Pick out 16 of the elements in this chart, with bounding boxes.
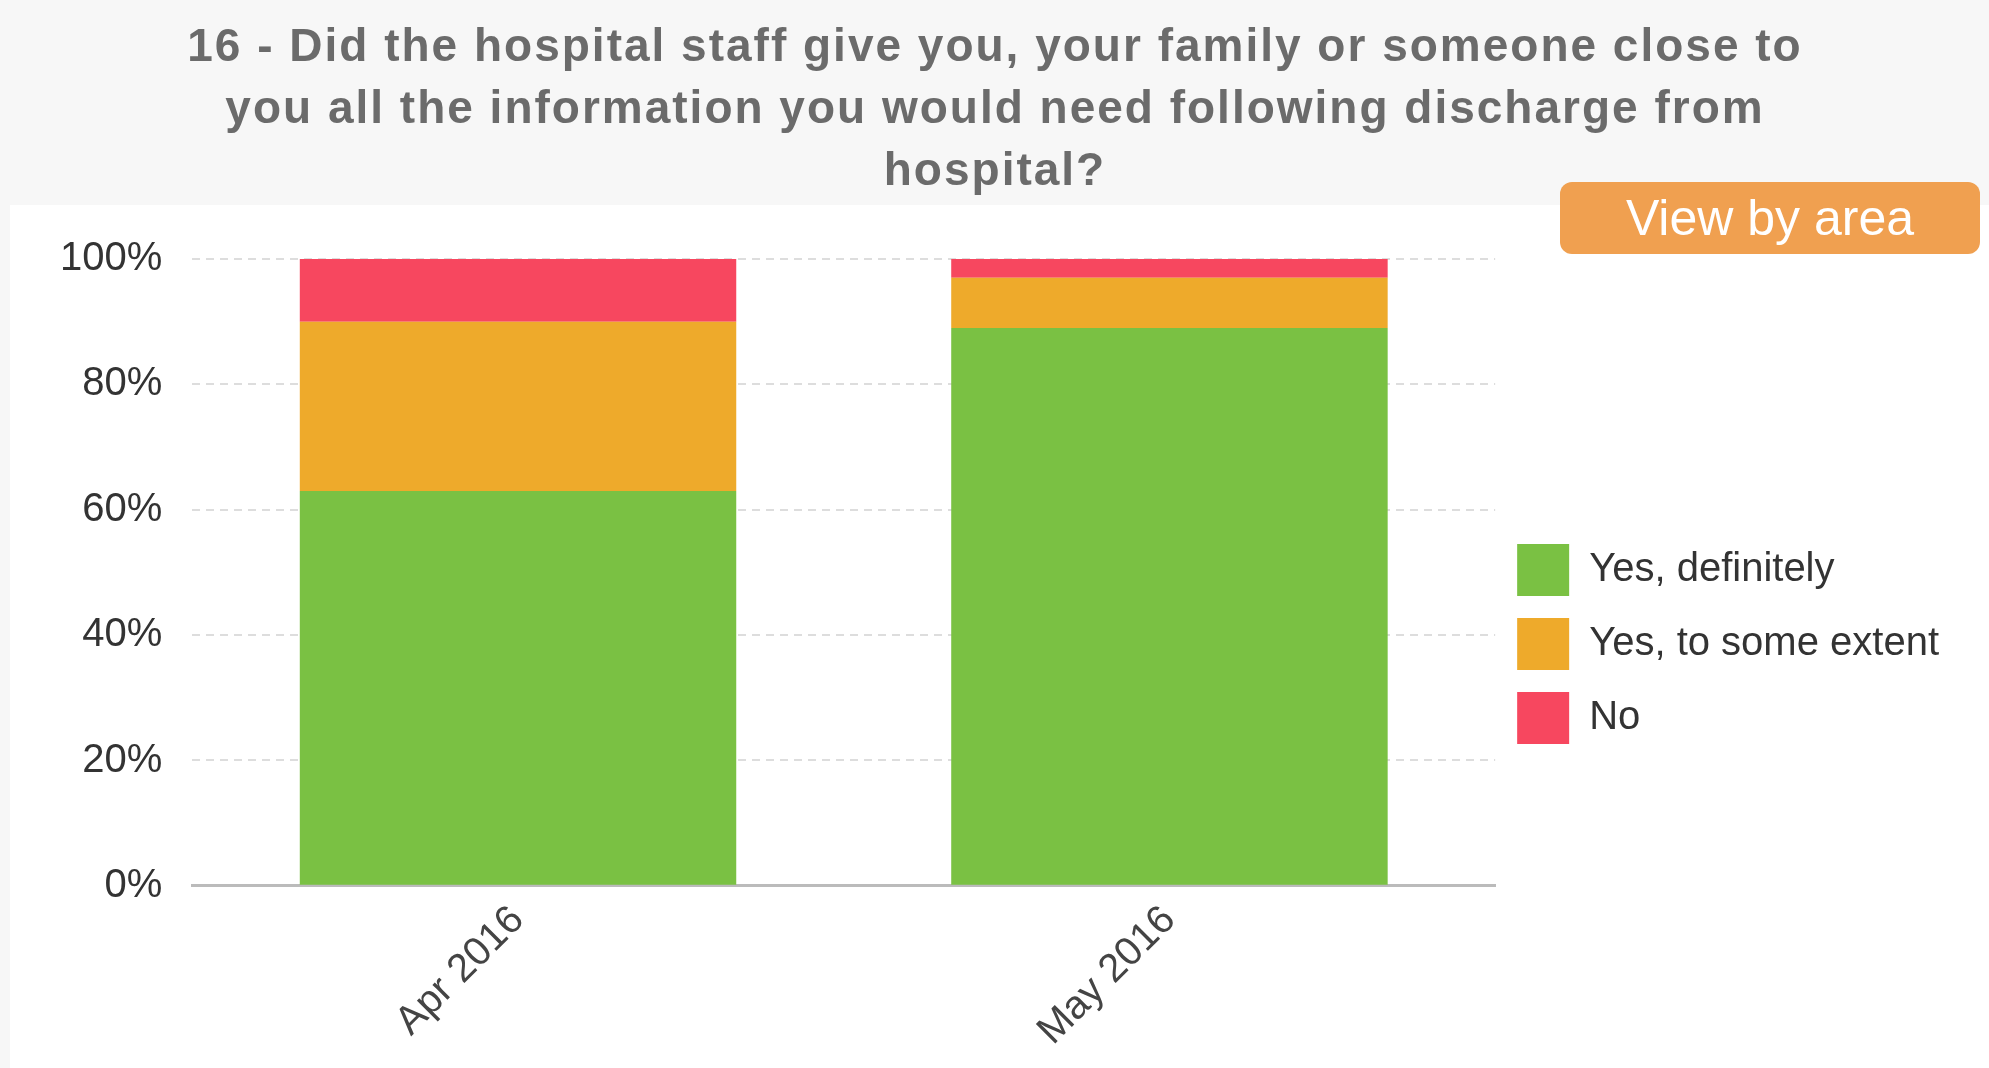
bar — [299, 321, 737, 491]
legend-label: Yes, definitely — [1589, 545, 1835, 590]
y-tick-label: 20% — [82, 735, 163, 780]
bar — [951, 277, 1388, 328]
legend-label: Yes, to some extent — [1589, 619, 1939, 664]
y-tick-label: 60% — [82, 484, 163, 529]
view-button: View by area — [1560, 182, 1980, 254]
legend-label: No — [1589, 693, 1641, 738]
bar — [951, 327, 1388, 885]
y-tick-label: 0% — [104, 860, 163, 905]
y-tick-label: 40% — [82, 610, 163, 655]
bar — [299, 490, 737, 885]
bar — [299, 259, 737, 322]
bar — [951, 259, 1388, 278]
y-tick-label: 80% — [82, 359, 163, 404]
y-tick-label: 100% — [59, 234, 163, 279]
